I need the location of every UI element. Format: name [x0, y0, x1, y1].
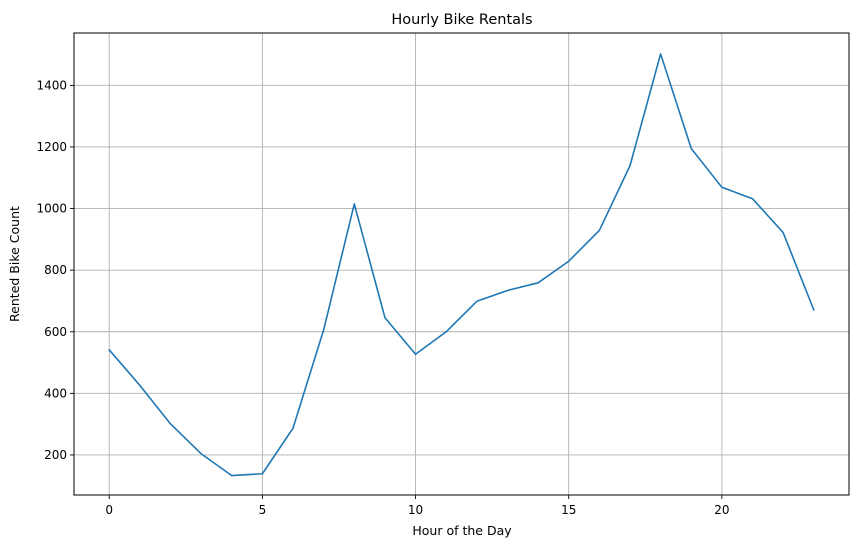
x-tick-label: 0 — [105, 503, 113, 517]
x-tick-label: 20 — [714, 503, 729, 517]
y-tick-label: 200 — [44, 448, 67, 462]
y-axis-label: Rented Bike Count — [7, 206, 22, 322]
y-tick-label: 1200 — [36, 140, 67, 154]
ticks: 0 5 10 15 20 200 400 600 800 1000 1200 1400 — [36, 78, 729, 517]
x-tick-label: 10 — [408, 503, 423, 517]
x-axis-label: Hour of the Day — [412, 523, 512, 538]
series-line — [108, 53, 815, 477]
series-layer — [108, 53, 815, 477]
y-tick-label: 800 — [44, 263, 67, 277]
x-tick-label: 15 — [561, 503, 576, 517]
y-tick-label: 400 — [44, 386, 67, 400]
y-tick-label: 1400 — [36, 78, 67, 92]
y-tick-label: 1000 — [36, 202, 67, 216]
y-tick-label: 600 — [44, 325, 67, 339]
x-tick-label: 5 — [259, 503, 267, 517]
chart-title: Hourly Bike Rentals — [391, 12, 532, 28]
plot-frame — [73, 32, 850, 496]
